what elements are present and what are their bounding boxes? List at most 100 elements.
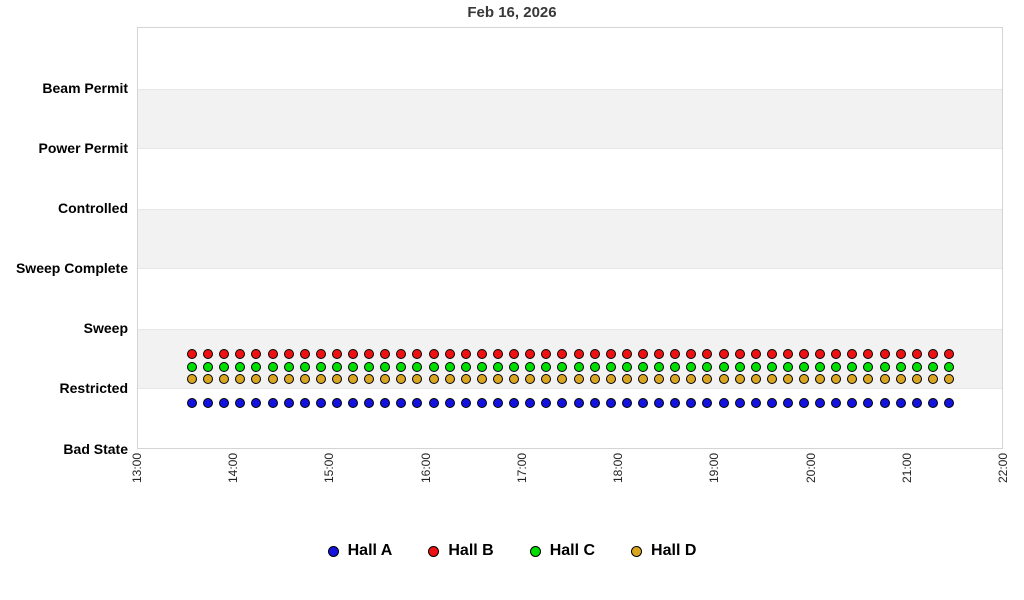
data-point-hall-b [348, 349, 359, 359]
x-axis-label: 21:00 [899, 453, 914, 484]
data-point-hall-d [396, 374, 407, 384]
x-axis-label: 18:00 [611, 453, 626, 484]
data-point-hall-b [766, 349, 777, 359]
data-point-hall-c [734, 361, 745, 372]
data-point-hall-b [734, 349, 745, 359]
data-point-hall-d [686, 374, 697, 384]
data-point-hall-d [927, 374, 938, 384]
data-point-hall-a [911, 398, 922, 408]
data-point-hall-d [815, 374, 826, 384]
data-point-hall-d [364, 374, 375, 384]
data-point-hall-d [911, 374, 922, 384]
data-point-hall-a [654, 398, 665, 408]
chart-title: Feb 16, 2026 [467, 4, 557, 21]
data-point-hall-c [331, 361, 342, 372]
data-point-hall-d [718, 374, 729, 384]
data-point-hall-c [509, 361, 520, 372]
data-point-hall-d [670, 374, 681, 384]
grid-band [138, 209, 1002, 269]
data-point-hall-b [637, 349, 648, 359]
data-point-hall-b [525, 349, 536, 359]
data-point-hall-a [589, 398, 600, 408]
data-point-hall-b [911, 349, 922, 359]
x-axis-label: 17:00 [514, 453, 529, 484]
data-point-hall-b [396, 349, 407, 359]
data-point-hall-b [476, 349, 487, 359]
y-axis-label: Power Permit [38, 140, 128, 156]
data-point-hall-c [718, 361, 729, 372]
data-point-hall-d [782, 374, 793, 384]
plot-area [137, 27, 1003, 449]
data-point-hall-a [267, 398, 278, 408]
grid-band [138, 329, 1002, 389]
data-point-hall-a [799, 398, 810, 408]
data-point-hall-b [283, 349, 294, 359]
data-point-hall-b [782, 349, 793, 359]
data-point-hall-a [831, 398, 842, 408]
data-point-hall-b [331, 349, 342, 359]
data-point-hall-a [364, 398, 375, 408]
data-point-hall-c [799, 361, 810, 372]
data-point-hall-a [187, 398, 197, 408]
data-point-hall-a [251, 398, 262, 408]
y-axis-label: Sweep Complete [15, 260, 128, 276]
data-point-hall-c [766, 361, 777, 372]
data-point-hall-a [750, 398, 761, 408]
data-point-hall-a [637, 398, 648, 408]
data-point-hall-d [734, 374, 745, 384]
data-point-hall-b [299, 349, 310, 359]
x-axis-label: 15:00 [322, 453, 337, 484]
data-point-hall-b [444, 349, 455, 359]
data-point-hall-d [573, 374, 584, 384]
data-point-hall-c [541, 361, 552, 372]
data-point-hall-c [267, 361, 278, 372]
data-point-hall-d [509, 374, 520, 384]
data-point-hall-d [476, 374, 487, 384]
data-point-hall-d [944, 374, 954, 384]
data-point-hall-c [235, 361, 246, 372]
data-point-hall-a [235, 398, 246, 408]
x-axis-label: 22:00 [996, 453, 1010, 484]
data-point-hall-a [412, 398, 423, 408]
data-point-hall-c [364, 361, 375, 372]
data-point-hall-c [637, 361, 648, 372]
legend-label: Hall B [448, 542, 494, 559]
data-point-hall-c [750, 361, 761, 372]
data-point-hall-c [460, 361, 471, 372]
data-point-hall-b [509, 349, 520, 359]
data-point-hall-a [493, 398, 504, 408]
data-point-hall-c [621, 361, 632, 372]
data-point-hall-d [251, 374, 262, 384]
data-point-hall-a [331, 398, 342, 408]
legend-label: Hall A [347, 542, 393, 559]
data-point-hall-c [525, 361, 536, 372]
data-point-hall-d [831, 374, 842, 384]
data-point-hall-c [654, 361, 665, 372]
data-point-hall-d [637, 374, 648, 384]
data-point-hall-c [605, 361, 616, 372]
data-point-hall-c [686, 361, 697, 372]
data-point-hall-b [670, 349, 681, 359]
x-axis-label: 19:00 [707, 453, 722, 484]
data-point-hall-b [428, 349, 439, 359]
data-point-hall-b [460, 349, 471, 359]
data-point-hall-b [799, 349, 810, 359]
data-point-hall-b [831, 349, 842, 359]
data-point-hall-b [573, 349, 584, 359]
data-point-hall-b [187, 349, 197, 359]
data-point-hall-a [428, 398, 439, 408]
data-point-hall-d [799, 374, 810, 384]
data-point-hall-a [299, 398, 310, 408]
data-point-hall-c [187, 361, 197, 372]
data-point-hall-b [364, 349, 375, 359]
data-point-hall-a [718, 398, 729, 408]
data-point-hall-c [702, 361, 713, 372]
x-axis-label: 14:00 [226, 453, 241, 484]
data-point-hall-d [863, 374, 874, 384]
data-point-hall-d [203, 374, 214, 384]
data-point-hall-d [315, 374, 326, 384]
data-point-hall-a [509, 398, 520, 408]
data-point-hall-a [525, 398, 536, 408]
data-point-hall-c [573, 361, 584, 372]
